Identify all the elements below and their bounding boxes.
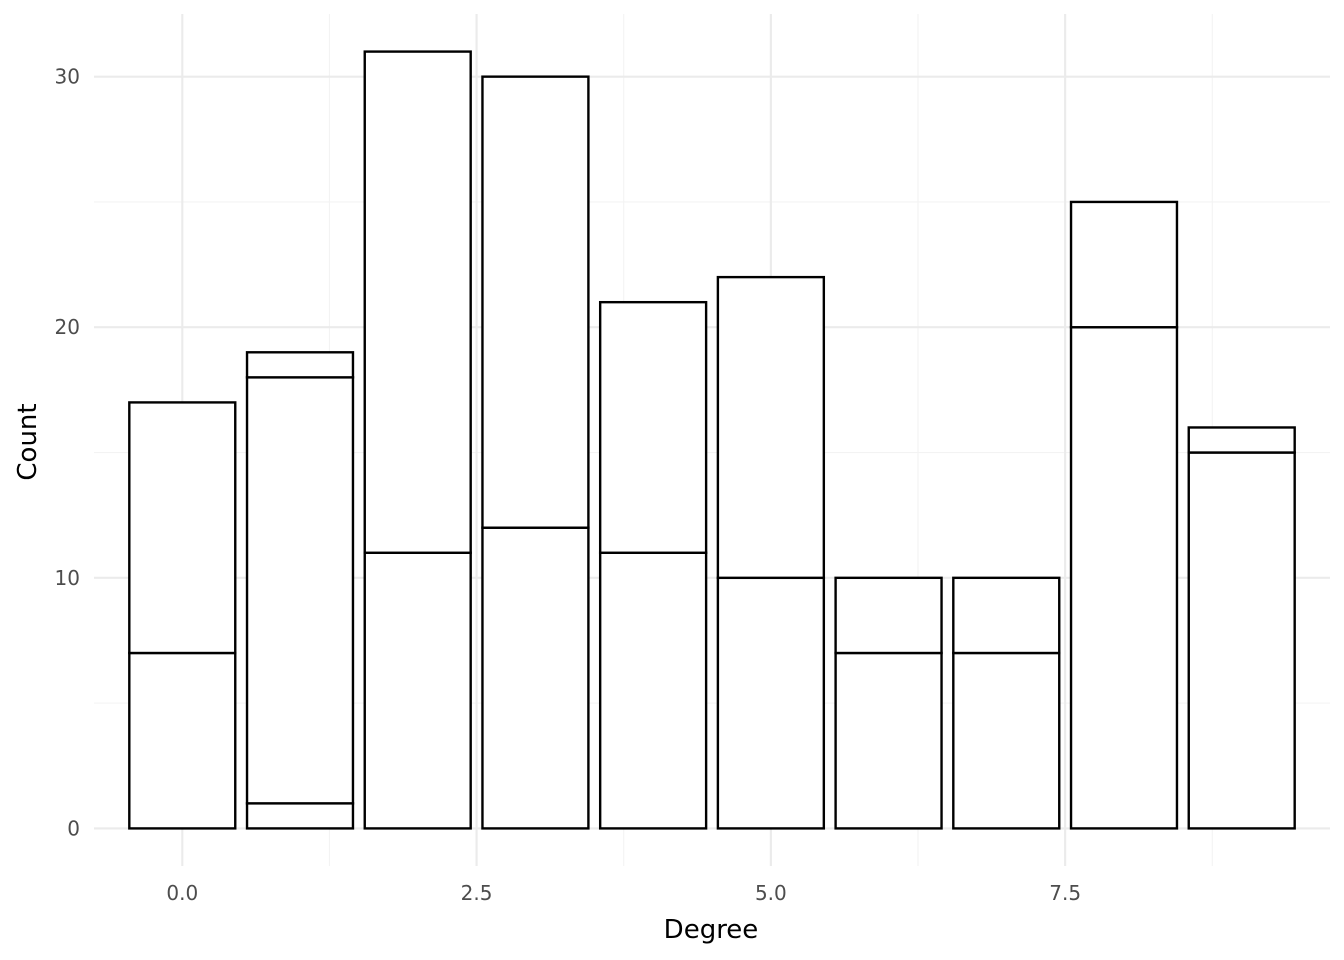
bar-segment	[128, 651, 237, 830]
bar-segment	[952, 576, 1061, 655]
y-tick-label: 20	[55, 315, 80, 339]
y-tick-label: 30	[55, 65, 80, 89]
bar-segment	[245, 351, 355, 379]
x-tick-label: 2.5	[461, 881, 493, 905]
y-axis-title: Count	[13, 403, 43, 480]
bar-segment	[834, 651, 943, 830]
bar-segment	[598, 551, 708, 830]
bar-segment	[481, 526, 590, 830]
y-axis-ticks: 0 10 20 30	[55, 65, 80, 841]
bar-segment	[481, 75, 590, 529]
bar-segment	[952, 651, 1061, 830]
bar-segment	[716, 576, 826, 830]
bar-segment	[363, 50, 472, 554]
x-axis-title: Degree	[664, 915, 759, 945]
x-axis-ticks: 0.0 2.5 5.0 7.5	[166, 881, 1081, 905]
bar-segment	[1187, 426, 1296, 454]
bar-segment	[1069, 326, 1179, 830]
x-tick-label: 5.0	[755, 881, 787, 905]
bar-segment	[245, 376, 355, 805]
bar-segment	[128, 401, 237, 655]
bar-segment	[363, 551, 472, 830]
bar-segment	[598, 300, 708, 554]
y-tick-label: 10	[55, 566, 80, 590]
bar-segment	[1187, 451, 1296, 830]
bar-segment	[834, 576, 943, 655]
bar-segment	[245, 802, 355, 830]
bar-segment	[716, 275, 826, 580]
bars	[128, 50, 1296, 830]
y-tick-label: 0	[67, 816, 80, 840]
x-tick-label: 7.5	[1049, 881, 1081, 905]
x-tick-label: 0.0	[166, 881, 198, 905]
bar-segment	[1069, 200, 1179, 329]
